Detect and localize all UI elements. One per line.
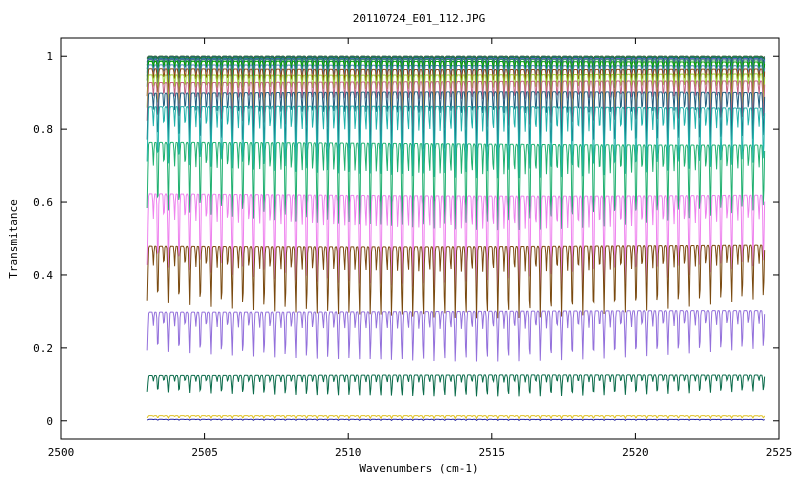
series-line <box>146 418 765 422</box>
series-line <box>146 244 766 319</box>
series-line <box>146 374 766 397</box>
y-axis-title: Transmitance <box>7 199 20 278</box>
x-axis-title: Wavenumbers (cm-1) <box>359 462 478 475</box>
series-group <box>146 55 766 422</box>
x-tick-label: 2520 <box>622 446 649 459</box>
series-line <box>146 141 766 231</box>
y-tick-label: 0.4 <box>33 269 53 282</box>
chart-title: 20110724_E01_112.JPG <box>353 12 485 25</box>
x-tick-label: 2505 <box>191 446 218 459</box>
y-tick-label: 0.8 <box>33 123 53 136</box>
y-tick-label: 1 <box>46 50 53 63</box>
series-line <box>146 310 766 362</box>
x-tick-label: 2515 <box>479 446 506 459</box>
y-tick-label: 0.6 <box>33 196 53 209</box>
x-tick-label: 2525 <box>766 446 793 459</box>
y-tick-label: 0.2 <box>33 342 53 355</box>
series-line <box>146 193 766 290</box>
y-tick-label: 0 <box>46 415 53 428</box>
series-line <box>146 105 766 179</box>
x-tick-label: 2500 <box>48 446 75 459</box>
plot-frame <box>60 37 780 440</box>
x-axis-ticks: 2500 2505 2510 2515 2520 2525 <box>48 38 793 459</box>
series-line <box>146 55 766 62</box>
y-axis-ticks: 0 0.2 0.4 0.6 0.8 1 <box>33 50 779 428</box>
series-line <box>146 415 766 420</box>
x-tick-label: 2510 <box>335 446 362 459</box>
